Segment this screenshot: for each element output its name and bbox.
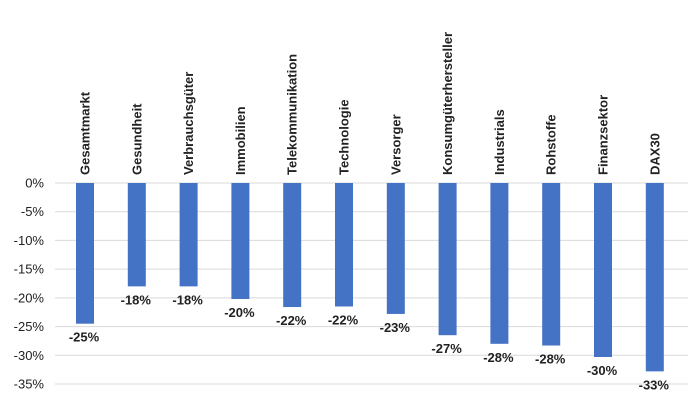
category-label: Industrials — [492, 109, 507, 175]
bar — [231, 183, 250, 300]
y-tick-label: -25% — [14, 319, 45, 334]
data-label: -33% — [639, 377, 670, 392]
category-label: DAX30 — [647, 133, 662, 175]
data-label: -18% — [172, 292, 203, 307]
y-tick-label: -35% — [14, 377, 45, 392]
data-label: -27% — [431, 341, 462, 356]
category-labels: Gesamtmarkt Gesundheit Verbrauchsgüter Immo… — [78, 32, 663, 175]
bar — [594, 183, 612, 358]
y-tick-label: -15% — [14, 262, 45, 277]
y-tick-label: -30% — [14, 348, 45, 363]
bar — [645, 183, 664, 372]
category-label: Rohstoffe — [544, 114, 559, 175]
y-tick-label: -5% — [21, 204, 45, 219]
data-label: -30% — [587, 363, 618, 378]
bar — [542, 183, 561, 346]
category-label: Verbrauchsgüter — [181, 72, 196, 175]
bar — [127, 183, 146, 287]
data-label: -28% — [483, 350, 514, 365]
data-label: -23% — [380, 320, 411, 335]
y-axis-tick-labels: 0% -5% -10% -15% -20% -25% -30% -35% — [14, 176, 45, 392]
category-label: Telekommunikation — [285, 54, 300, 175]
category-label: Konsumgüterhersteller — [440, 32, 455, 175]
gridlines — [55, 182, 688, 385]
data-label: -28% — [535, 352, 566, 367]
bar — [438, 183, 457, 336]
y-tick-label: -10% — [14, 233, 45, 248]
bar — [490, 183, 509, 344]
bar — [386, 183, 405, 314]
data-label: -18% — [121, 292, 152, 307]
data-labels: -25% -18% -18% -20% -22% -22% -23% -27% -28% -28%… — [69, 292, 670, 392]
category-label: Versorger — [388, 114, 403, 175]
category-label: Technologie — [337, 99, 352, 175]
bar — [179, 183, 198, 287]
data-label: -25% — [69, 330, 100, 345]
category-label: Gesundheit — [129, 103, 144, 175]
y-tick-label: 0% — [25, 176, 44, 191]
bars — [76, 183, 664, 372]
category-label: Finanzsektor — [596, 95, 611, 175]
bar — [283, 183, 302, 308]
y-tick-label: -20% — [14, 290, 45, 305]
data-label: -20% — [224, 305, 255, 320]
data-label: -22% — [328, 312, 359, 327]
bar — [335, 183, 353, 307]
category-label: Immobilien — [233, 106, 248, 175]
category-label: Gesamtmarkt — [78, 91, 93, 175]
data-label: -22% — [276, 313, 307, 328]
bar — [76, 183, 94, 324]
